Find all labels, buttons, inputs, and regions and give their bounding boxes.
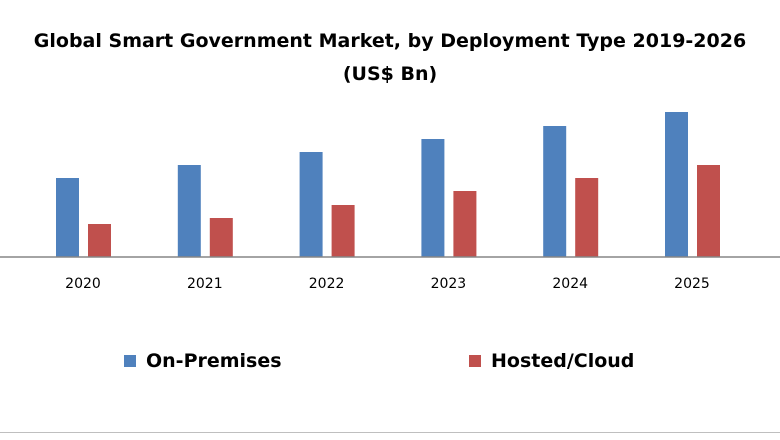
x-tick-label: 2021: [187, 276, 223, 292]
bar-hosted-cloud-2023: [453, 191, 477, 257]
legend-item-on-premises: On-Premises: [124, 350, 282, 372]
chart-title: Global Smart Government Market, by Deplo…: [33, 30, 747, 52]
bar-on-premises-2023: [421, 139, 445, 257]
legend-swatch-on-premises: [124, 355, 136, 367]
x-tick-label: 2024: [552, 276, 588, 292]
x-tick-label: 2025: [674, 276, 710, 292]
chart-subtitle: (US$ Bn): [342, 63, 438, 85]
bar-on-premises-2025: [665, 112, 688, 257]
x-tick-label: 2020: [65, 276, 101, 292]
legend-label: Hosted/Cloud: [491, 350, 635, 372]
bar-hosted-cloud-2025: [697, 165, 720, 257]
bar-on-premises-2022: [299, 152, 323, 257]
bar-hosted-cloud-2022: [331, 205, 355, 257]
legend-swatch-hosted-cloud: [469, 355, 481, 367]
bottom-border: [0, 432, 780, 433]
x-tick-label: 2023: [431, 276, 467, 292]
bar-hosted-cloud-2024: [575, 178, 599, 257]
x-tick-label: 2022: [309, 276, 345, 292]
legend-item-hosted-cloud: Hosted/Cloud: [469, 350, 634, 372]
bar-on-premises-2021: [177, 165, 201, 257]
bar-hosted-cloud-2021: [209, 218, 233, 257]
bar-on-premises-2020: [56, 178, 79, 257]
legend-label: On-Premises: [146, 350, 282, 372]
bar-on-premises-2024: [543, 126, 567, 257]
bar-hosted-cloud-2020: [88, 224, 111, 257]
